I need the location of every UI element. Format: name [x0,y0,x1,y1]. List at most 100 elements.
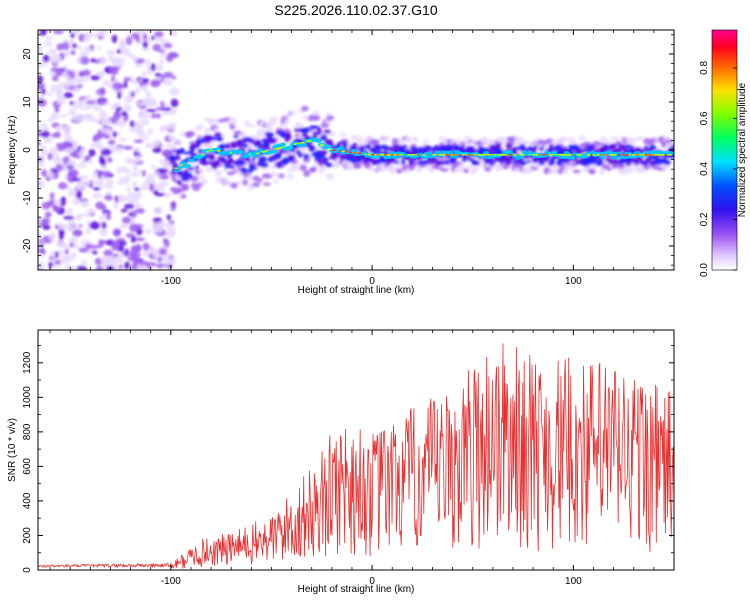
heatmap-cell [223,163,232,169]
heatmap-cell [312,125,320,130]
heatmap-cell [92,136,99,142]
heatmap-cell [150,165,158,169]
heatmap-cell [408,159,414,166]
heatmap-cell [368,165,375,173]
heatmap-cell [117,90,122,100]
heatmap-cell [141,47,150,51]
heatmap-cell [613,151,623,155]
heatmap-cell [67,219,76,227]
heatmap-cell [243,120,251,126]
heatmap-cell [68,236,79,244]
heatmap-cell [624,144,633,149]
colorbar-frame [711,29,738,271]
heatmap-cell [634,160,640,166]
heatmap-cell [506,143,513,150]
heatmap-cell [97,45,102,50]
heatmap-cell [93,179,104,184]
heatmap-cell [233,135,238,139]
heatmap-cell [78,198,89,203]
spectrogram-ytick-label: -20 [22,238,33,253]
heatmap-cell [171,75,177,80]
heatmap-cell [444,160,449,164]
heatmap-cell [218,118,225,123]
heatmap-cell [125,36,133,46]
heatmap-cell [612,158,620,165]
heatmap-cell [639,168,648,173]
heatmap-cell [618,144,626,149]
heatmap-cell [103,170,112,178]
heatmap-cell [64,147,74,154]
heatmap-cell [142,33,148,41]
heatmap-cell [188,175,194,179]
heatmap-cell [315,138,323,144]
heatmap-cell [182,163,191,168]
heatmap-cell [163,71,174,79]
heatmap-cell [152,43,162,52]
heatmap-cell [281,122,289,126]
heatmap-cell [161,111,170,116]
heatmap-cell [162,165,171,169]
heatmap-cell [38,43,43,52]
heatmap-cell [107,157,113,163]
heatmap-cell [158,159,166,163]
heatmap-cell [63,215,75,220]
colorbar-tick-label: 0.0 [699,263,710,277]
heatmap-cell [198,167,205,173]
heatmap-cell [452,154,456,156]
heatmap-cell [391,157,396,163]
heatmap-cell [159,52,167,58]
heatmap-cell [218,143,227,149]
heatmap-cell [542,154,546,156]
heatmap-cell [124,168,131,173]
heatmap-cell [481,147,490,152]
heatmap-cell [190,148,195,155]
heatmap-cell [560,135,567,142]
heatmap-cell [140,265,149,270]
heatmap-cell [610,136,620,141]
heatmap-cell [134,203,142,209]
heatmap-cell [462,155,470,160]
heatmap-cell [257,143,262,150]
heatmap-cell [69,101,74,105]
heatmap-cell [461,153,466,156]
heatmap-cell [72,87,81,93]
heatmap-cell [246,124,256,128]
snr-xtick-label: 100 [565,576,582,587]
heatmap-cell [502,153,509,156]
heatmap-cell [456,165,465,173]
heatmap-cell [53,205,61,211]
heatmap-cell [59,67,66,72]
heatmap-cell [56,241,66,248]
heatmap-cell [415,165,423,173]
heatmap-cell [101,119,112,126]
heatmap-cell [551,168,559,175]
heatmap-cell [56,145,65,152]
heatmap-cell [75,229,81,236]
heatmap-cell [352,142,358,148]
heatmap-cell [80,106,92,111]
heatmap-cell [74,71,80,78]
heatmap-cell [169,109,176,116]
heatmap-cell [84,155,89,163]
heatmap-cell [355,135,363,143]
heatmap-cell [38,75,44,84]
heatmap-cell [286,173,294,180]
heatmap-cell [145,108,157,113]
heatmap-cell [59,113,69,118]
heatmap-cell [99,155,105,164]
heatmap-cell [92,187,101,191]
heatmap-cell [90,75,100,81]
heatmap-cell [62,41,70,51]
heatmap-cell [103,183,114,189]
heatmap-cell [216,136,223,142]
heatmap-cell [262,182,271,186]
heatmap-cell [438,160,446,166]
heatmap-cell [164,159,171,167]
heatmap-cell [270,171,278,177]
heatmap-cell [301,105,309,112]
heatmap-cell [158,168,169,174]
heatmap-cell [558,154,568,159]
heatmap-cell [83,35,91,43]
